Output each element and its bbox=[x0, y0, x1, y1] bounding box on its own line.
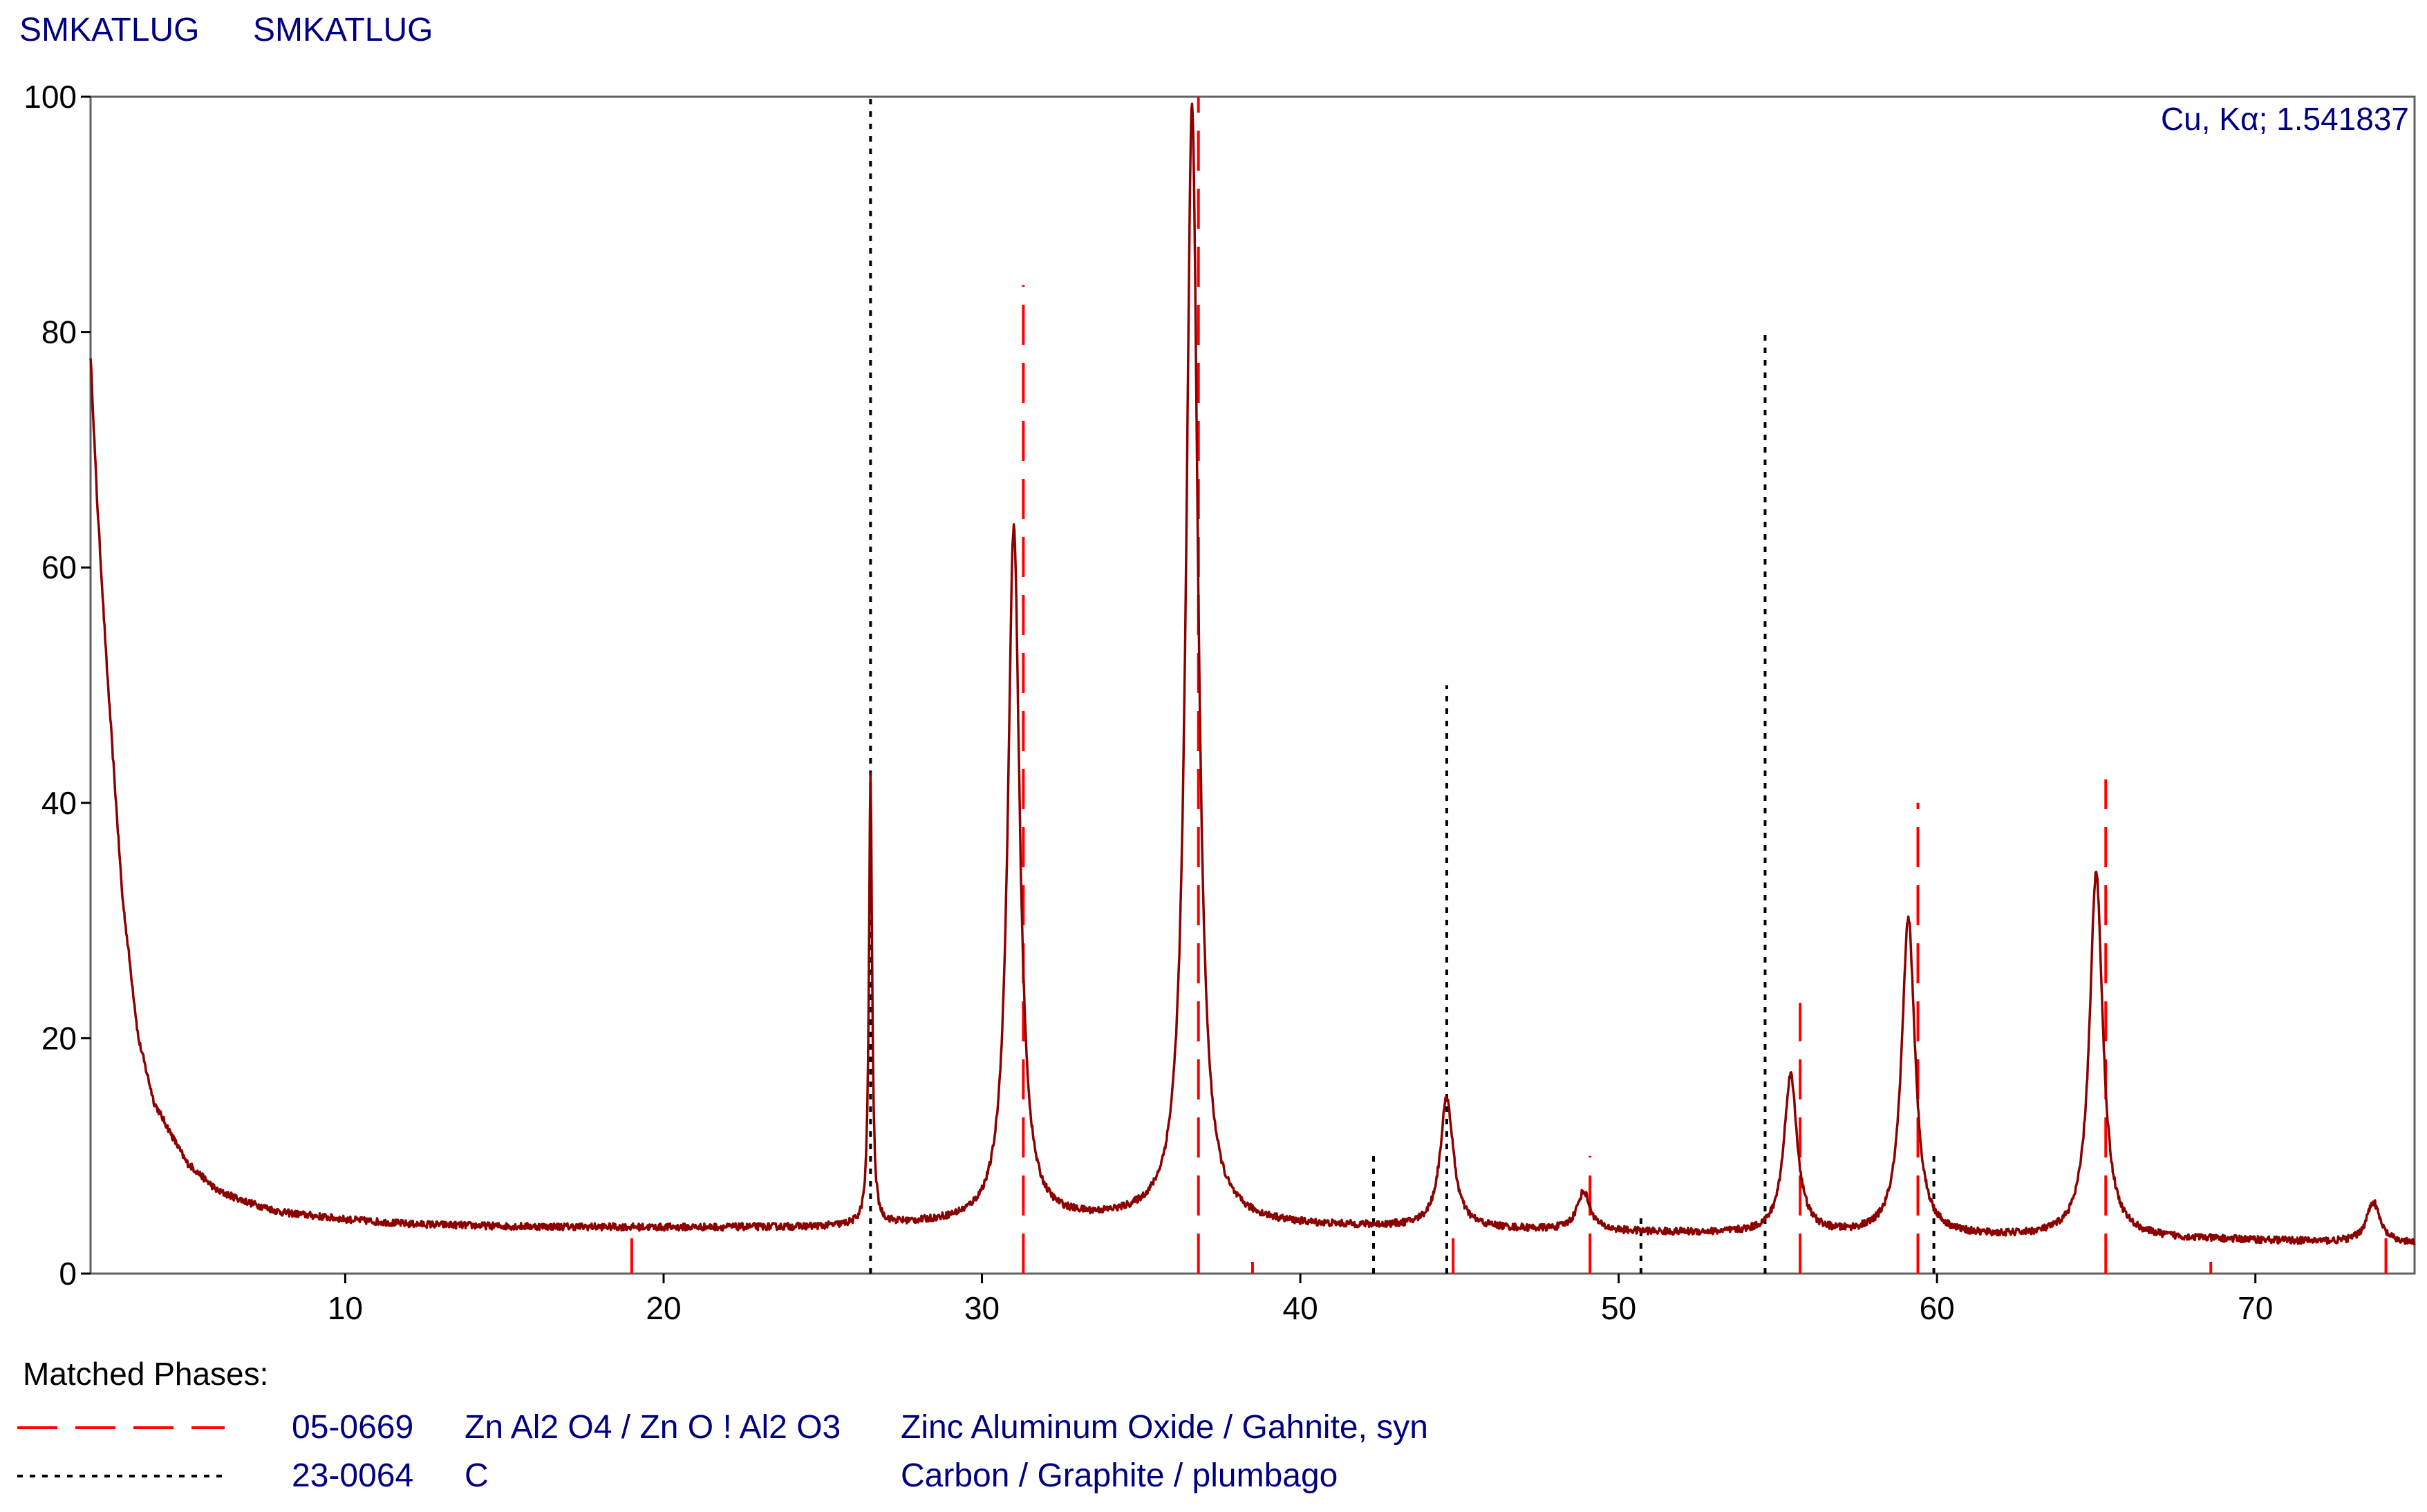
x-tick-label-20: 20 bbox=[646, 1290, 681, 1326]
y-tick-label-20: 20 bbox=[41, 1020, 77, 1056]
x-tick-label-10: 10 bbox=[328, 1290, 363, 1326]
x-tick-label-60: 60 bbox=[1920, 1290, 1955, 1326]
x-tick-label-40: 40 bbox=[1282, 1290, 1318, 1326]
legend-card-2: 23-0064 bbox=[292, 1457, 413, 1494]
header-title-left: SMKATLUG bbox=[19, 12, 199, 48]
legend-title: Matched Phases: bbox=[23, 1356, 268, 1392]
y-tick-label-0: 0 bbox=[59, 1256, 77, 1292]
y-tick-label-60: 60 bbox=[41, 549, 77, 585]
legend-name-2: Carbon / Graphite / plumbago bbox=[901, 1457, 1338, 1494]
plot-frame bbox=[89, 95, 2416, 1275]
x-tick-label-30: 30 bbox=[964, 1290, 1000, 1326]
series-line-pattern bbox=[89, 102, 2416, 1246]
y-tick-label-100: 100 bbox=[24, 79, 77, 115]
x-tick-label-70: 70 bbox=[2238, 1290, 2273, 1326]
y-tick-label-40: 40 bbox=[41, 785, 77, 821]
legend-name-1: Zinc Aluminum Oxide / Gahnite, syn bbox=[901, 1409, 1428, 1446]
legend-formula-2: C bbox=[465, 1457, 489, 1494]
y-tick-label-80: 80 bbox=[41, 314, 77, 350]
radiation-annotation: Cu, Kα; 1.541837 bbox=[2161, 101, 2409, 137]
y-axis: 0 20 40 60 80 100 bbox=[24, 79, 91, 1292]
x-axis: 10 20 30 40 50 60 70 bbox=[328, 1274, 2273, 1326]
x-tick-label-50: 50 bbox=[1601, 1290, 1636, 1326]
legend-card-1: 05-0669 bbox=[292, 1409, 413, 1446]
header-title-right: SMKATLUG bbox=[253, 12, 433, 48]
legend-formula-1: Zn Al2 O4 / Zn O ! Al2 O3 bbox=[465, 1409, 841, 1446]
